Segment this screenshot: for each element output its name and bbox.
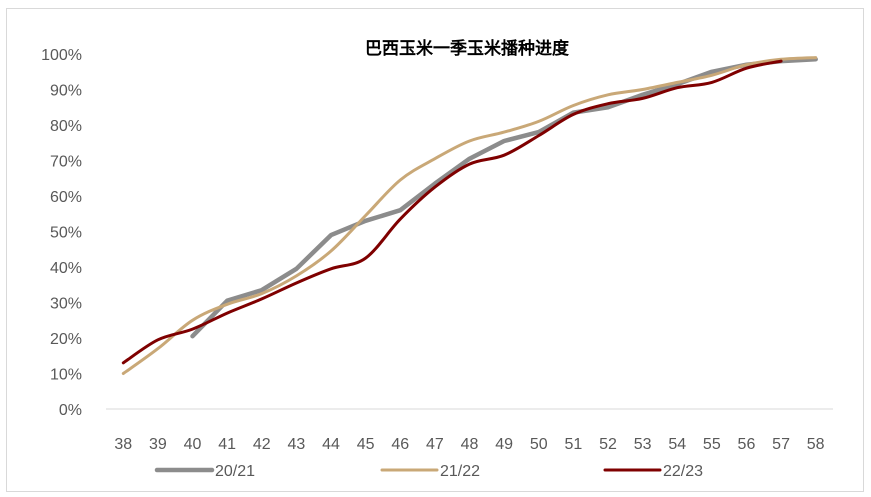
- x-tick-label: 55: [703, 436, 721, 453]
- y-tick-label: 0%: [59, 402, 82, 419]
- chart-frame: 巴西玉米一季玉米播种进度 0% 10% 20% 30% 40% 50% 60% 70% 80% 9…: [6, 8, 864, 492]
- y-tick-label: 100%: [41, 47, 82, 64]
- y-tick-label: 20%: [50, 331, 82, 348]
- y-tick-label: 30%: [50, 296, 82, 313]
- x-tick-label: 40: [184, 436, 202, 453]
- x-tick-label: 45: [357, 436, 375, 453]
- x-tick-label: 41: [218, 436, 236, 453]
- x-tick-label: 44: [322, 436, 340, 453]
- x-axis: 38 39 40 41 42 43 44 45 46 47 48 49 50 51 52 53 54 55 56 57…: [114, 436, 824, 453]
- series-line-21-22: [121, 56, 818, 375]
- y-tick-label: 10%: [50, 367, 82, 384]
- chart-title: 巴西玉米一季玉米播种进度: [365, 38, 570, 59]
- y-tick-label: 60%: [50, 189, 82, 206]
- x-tick-label: 57: [772, 436, 790, 453]
- legend-label: 22/23: [663, 463, 703, 480]
- legend-label: 20/21: [215, 463, 255, 480]
- y-tick-label: 80%: [50, 118, 82, 135]
- series-group: [121, 56, 818, 375]
- x-tick-label: 58: [807, 436, 825, 453]
- legend: 20/21 21/22 22/23: [154, 463, 703, 480]
- y-tick-label: 50%: [50, 225, 82, 242]
- x-tick-label: 49: [495, 436, 513, 453]
- x-tick-label: 56: [738, 436, 756, 453]
- x-tick-label: 38: [114, 436, 132, 453]
- x-tick-label: 39: [149, 436, 167, 453]
- x-tick-label: 51: [564, 436, 582, 453]
- y-tick-label: 40%: [50, 260, 82, 277]
- x-tick-label: 43: [288, 436, 306, 453]
- series-line-20-21: [190, 57, 818, 339]
- x-tick-label: 52: [599, 436, 617, 453]
- series-line-22-23: [121, 59, 783, 365]
- y-tick-label: 90%: [50, 83, 82, 100]
- x-tick-label: 54: [668, 436, 686, 453]
- x-tick-label: 42: [253, 436, 271, 453]
- x-tick-label: 47: [426, 436, 444, 453]
- line-chart: 巴西玉米一季玉米播种进度 0% 10% 20% 30% 40% 50% 60% 70% 80% 9…: [41, 38, 833, 480]
- x-tick-label: 46: [391, 436, 409, 453]
- y-tick-label: 70%: [50, 154, 82, 171]
- legend-label: 21/22: [440, 463, 480, 480]
- x-tick-label: 50: [530, 436, 548, 453]
- x-tick-label: 48: [461, 436, 479, 453]
- x-tick-label: 53: [634, 436, 652, 453]
- y-axis: 0% 10% 20% 30% 40% 50% 60% 70% 80% 90% 100%: [41, 47, 82, 419]
